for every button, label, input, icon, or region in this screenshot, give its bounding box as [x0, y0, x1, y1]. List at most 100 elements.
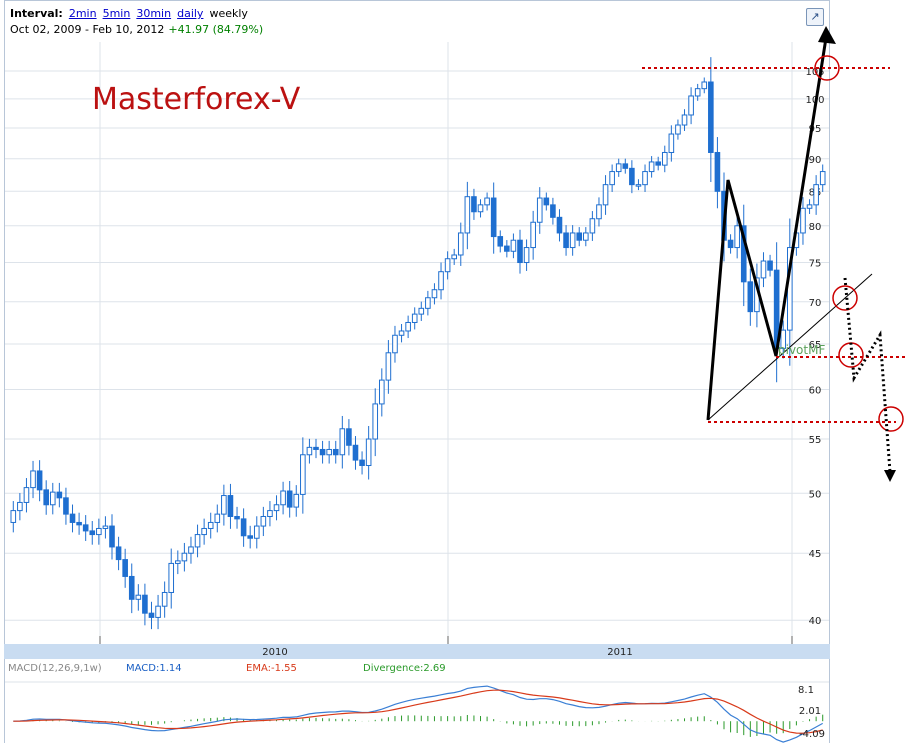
candle-body — [372, 403, 379, 440]
candle-body — [523, 247, 530, 264]
interval-daily-link[interactable]: daily — [177, 7, 204, 20]
candle-body — [615, 163, 622, 173]
candle-body — [168, 562, 175, 593]
candle-body — [714, 151, 721, 192]
candle-body — [431, 289, 438, 299]
candle-body — [76, 521, 82, 526]
candle-body — [451, 254, 457, 260]
break-circle — [832, 285, 858, 311]
candle-body — [379, 379, 385, 405]
candle-body — [10, 510, 17, 523]
x-axis-band — [4, 644, 830, 659]
interval-row: Interval: 2min 5min 30min daily weekly — [10, 6, 263, 22]
candle-body — [115, 546, 122, 561]
candle-body — [155, 605, 161, 618]
candle-body — [313, 446, 319, 450]
interval-current: weekly — [209, 7, 248, 20]
candle-body — [286, 490, 293, 508]
candle-body — [596, 204, 602, 220]
candle-body — [411, 313, 418, 323]
y-tick-label: 75 — [809, 259, 822, 270]
interval-30min-link[interactable]: 30min — [136, 7, 172, 20]
candle-body — [201, 527, 207, 536]
candle-body — [530, 221, 536, 249]
y-tick-label: 55 — [809, 435, 822, 446]
expand-chart-button[interactable]: ↗ — [806, 8, 824, 26]
candle-body — [444, 258, 451, 273]
x-tick-label: 2011 — [607, 647, 632, 658]
candle-body — [365, 438, 372, 467]
macd-axis-label: -4.09 — [799, 729, 825, 740]
candle-body — [740, 225, 747, 283]
candle-body — [457, 232, 464, 256]
candle-body — [398, 330, 405, 336]
target-circle — [814, 55, 840, 81]
candle-body — [622, 163, 629, 169]
candle-body — [109, 525, 115, 548]
candle-body — [655, 161, 661, 166]
candle-body — [517, 239, 523, 264]
candle-body — [260, 515, 267, 527]
candle-body — [504, 245, 510, 252]
x-tick-label: 2010 — [262, 647, 287, 658]
candle-body — [326, 448, 332, 456]
range-row: Oct 02, 2009 - Feb 10, 2012 +41.97 (84.79… — [10, 22, 263, 38]
candle-body — [69, 513, 76, 523]
y-tick-label: 105 — [805, 67, 824, 78]
pattern-annotations: pivotMF — [642, 26, 905, 482]
candles — [10, 57, 826, 630]
chart-header: Interval: 2min 5min 30min daily weekly Oct 02… — [10, 6, 263, 38]
candle-body — [247, 535, 253, 539]
macd-panel: 8.1 2.01 -4.09 — [5, 681, 829, 743]
base-circle — [878, 406, 904, 432]
candle-body — [188, 546, 194, 554]
candle-body — [727, 239, 734, 249]
interval-label: Interval: — [10, 7, 63, 20]
candle-body — [267, 510, 273, 517]
candle-body — [293, 493, 300, 508]
candle-body — [609, 171, 615, 186]
candle-body — [701, 81, 708, 90]
candle-body — [82, 524, 89, 532]
candle-body — [128, 575, 135, 600]
chart-frame — [4, 0, 830, 743]
candle-body — [477, 204, 484, 213]
candle-body — [629, 167, 635, 186]
candle-body — [135, 594, 142, 600]
pivot-label: pivotMF — [778, 343, 825, 357]
candle-body — [484, 197, 490, 206]
candle-body — [17, 501, 23, 512]
candle-body — [464, 196, 471, 234]
interval-5min-link[interactable]: 5min — [102, 7, 131, 20]
candle-body — [49, 491, 56, 506]
candle-body — [359, 459, 365, 467]
y-tick-label: 70 — [809, 298, 822, 309]
candle-body — [280, 490, 286, 506]
candle-body — [490, 197, 497, 238]
interval-2min-link[interactable]: 2min — [68, 7, 97, 20]
candle-body — [181, 552, 188, 562]
candle-body — [405, 321, 411, 332]
candle-body — [142, 594, 148, 614]
candle-body — [30, 470, 36, 489]
candle-body — [576, 232, 583, 241]
candle-body — [536, 197, 543, 223]
candle-body — [221, 495, 227, 515]
pattern-line — [706, 37, 828, 421]
macd-title: MACD(12,26,9,1w) — [8, 663, 102, 674]
candle-body — [339, 428, 346, 456]
candle-body — [708, 81, 714, 153]
candle-body — [273, 504, 280, 512]
candle-body — [780, 329, 787, 349]
candle-body — [734, 225, 740, 249]
candle-body — [563, 232, 569, 249]
date-range: Oct 02, 2009 - Feb 10, 2012 — [10, 23, 165, 36]
candle-body — [161, 591, 168, 607]
candle-body — [385, 352, 392, 381]
watermark: Masterforex-V — [92, 82, 301, 117]
candle-body — [760, 260, 767, 279]
macd-axis-label: 8.1 — [798, 685, 814, 696]
candle-body — [332, 448, 339, 456]
pivot-circle — [838, 342, 864, 368]
arrow-down-icon — [884, 470, 896, 482]
